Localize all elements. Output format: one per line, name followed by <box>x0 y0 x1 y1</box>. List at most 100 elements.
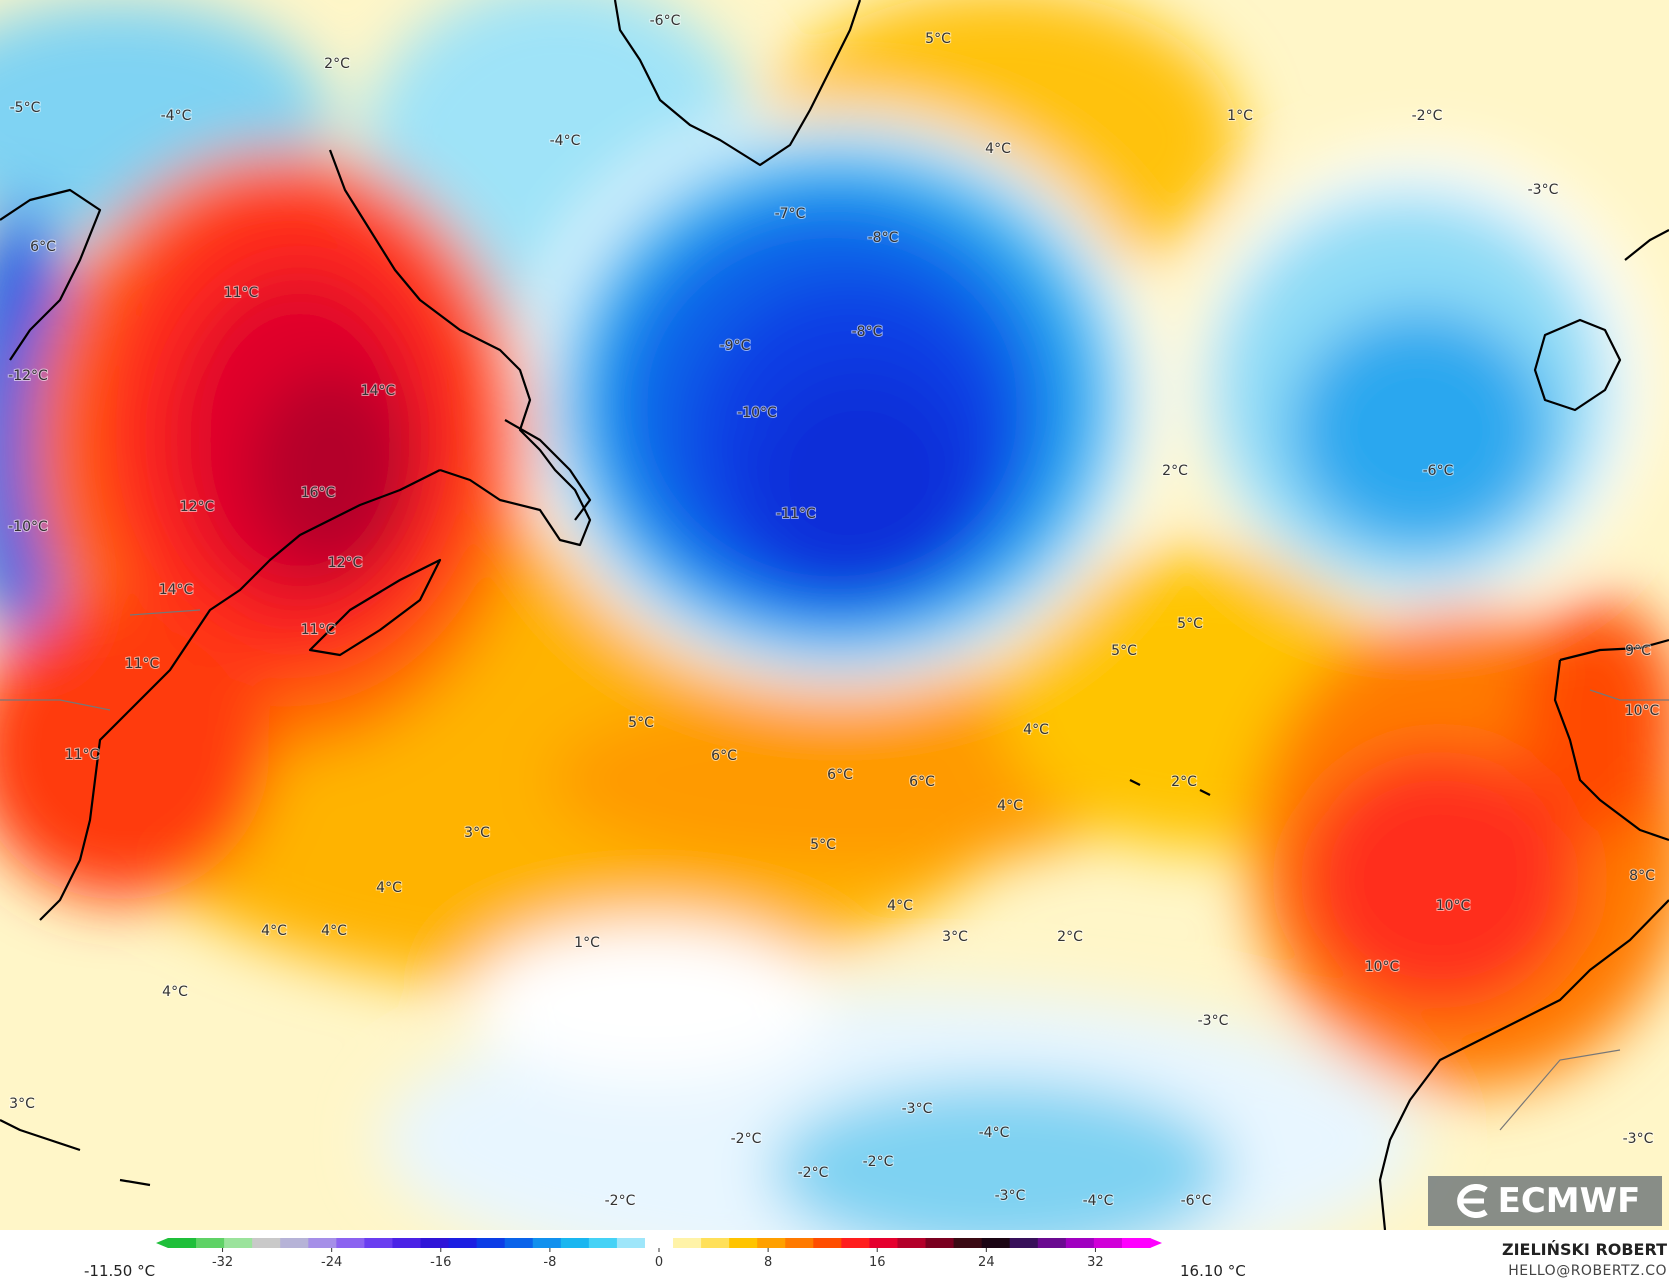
colorbar-cell <box>476 1238 506 1248</box>
colorbar-cell <box>616 1238 646 1248</box>
country-borders <box>0 609 1669 1131</box>
temperature-label: -4°C <box>979 1125 1010 1141</box>
colorbar-cell <box>308 1238 337 1248</box>
colorbar-cell <box>532 1238 562 1248</box>
temperature-label: 5°C <box>628 715 654 731</box>
temperature-label: -2°C <box>1412 108 1443 124</box>
colorbar-cell <box>336 1238 365 1248</box>
temperature-label: 12°C <box>328 555 363 571</box>
temperature-label: -3°C <box>995 1188 1026 1204</box>
colorbar-tick-label: 0 <box>655 1255 663 1270</box>
colorbar-cell <box>757 1238 786 1248</box>
temperature-label: 4°C <box>997 798 1023 814</box>
temperature-label: -6°C <box>650 13 681 29</box>
colorbar-cell <box>504 1238 534 1248</box>
colorbar-max-label: 16.10 °C <box>1180 1262 1246 1280</box>
temperature-label: 2°C <box>1057 929 1083 945</box>
temperature-label: 1°C <box>574 935 600 951</box>
colorbar-cell <box>588 1238 618 1248</box>
temperature-label: -10°C <box>8 519 48 535</box>
temperature-label: 11°C <box>65 747 100 763</box>
temperature-label: 4°C <box>162 984 188 1000</box>
colorbar-cell <box>364 1238 394 1248</box>
temperature-label: 6°C <box>909 774 935 790</box>
colorbar-cell <box>392 1238 422 1248</box>
colorbar-cell <box>1093 1238 1123 1248</box>
temperature-label: 3°C <box>942 929 968 945</box>
colorbar-cell <box>1121 1238 1151 1248</box>
temperature-label: -6°C <box>1423 463 1454 479</box>
temperature-label: -3°C <box>1623 1131 1654 1147</box>
temperature-label: -3°C <box>1198 1013 1229 1029</box>
colorbar-cell <box>673 1238 702 1248</box>
temperature-label: 2°C <box>1162 463 1188 479</box>
temperature-label: 4°C <box>985 141 1011 157</box>
temperature-label: 11°C <box>125 656 160 672</box>
temperature-label: 9°C <box>1625 643 1651 659</box>
temperature-label: 5°C <box>1177 616 1203 632</box>
temperature-label: -2°C <box>863 1154 894 1170</box>
colorbar-cell <box>420 1238 450 1248</box>
colorbar-cell <box>644 1238 674 1248</box>
colorbar-cell <box>168 1238 197 1248</box>
temperature-label: 14°C <box>361 383 396 399</box>
temperature-label: 4°C <box>887 898 913 914</box>
colorbar-cell <box>813 1238 842 1248</box>
temperature-label: 10°C <box>1625 703 1660 719</box>
temperature-label: 11°C <box>301 622 336 638</box>
temperature-label: -12°C <box>8 368 48 384</box>
colorbar-legend: -11.50 °C -32 -24 -16 -8 0 8 16 24 32 16.10 °C Z… <box>0 1230 1669 1287</box>
colorbar-cell <box>224 1238 253 1248</box>
colorbar: -32 -24 -16 -8 0 8 16 24 32 <box>156 1238 1162 1270</box>
temperature-label: 11°C <box>224 285 259 301</box>
temperature-label: -3°C <box>902 1101 933 1117</box>
colorbar-cell <box>1009 1238 1039 1248</box>
temperature-label: 3°C <box>9 1096 35 1112</box>
temperature-label: -5°C <box>10 100 41 116</box>
colorbar-tick-label: -16 <box>430 1255 451 1270</box>
colorbar-tick-label: 8 <box>764 1255 772 1270</box>
temperature-label: 3°C <box>464 825 490 841</box>
temperature-label: 6°C <box>827 767 853 783</box>
temperature-label: 2°C <box>1171 774 1197 790</box>
colorbar-cell <box>701 1238 730 1248</box>
temperature-label: 12°C <box>180 499 215 515</box>
colorbar-cell <box>897 1238 927 1248</box>
temperature-label: 4°C <box>1023 722 1049 738</box>
colorbar-cell <box>981 1238 1011 1248</box>
colorbar-tick-label: 16 <box>869 1255 886 1270</box>
temperature-label: -2°C <box>605 1193 636 1209</box>
temperature-label: -8°C <box>868 230 899 246</box>
author-email: HELLO@ROBERTZ.CO <box>1508 1263 1667 1279</box>
colorbar-cell <box>953 1238 983 1248</box>
colorbar-cell <box>1037 1238 1067 1248</box>
temperature-label: -2°C <box>731 1131 762 1147</box>
temperature-label: -4°C <box>161 108 192 124</box>
temperature-label: -4°C <box>1083 1193 1114 1209</box>
temperature-label: 16°C <box>301 485 336 501</box>
ecmwf-logo-icon <box>1456 1184 1488 1218</box>
colorbar-cell <box>925 1238 955 1248</box>
temperature-anomaly-map: -6°C 5°C 2°C -5°C -4°C 1°C -2°C -4°C 4°C -3°C -7°C… <box>0 0 1669 1230</box>
colorbar-max-arrow <box>1150 1238 1162 1248</box>
temperature-label: 1°C <box>1227 108 1253 124</box>
temperature-label: -11°C <box>776 506 816 522</box>
colorbar-cell <box>280 1238 309 1248</box>
colorbar-cell <box>560 1238 590 1248</box>
colorbar-min-label: -11.50 °C <box>84 1262 156 1280</box>
temperature-labels: -6°C 5°C 2°C -5°C -4°C 1°C -2°C -4°C 4°C -3°C -7°C… <box>7 12 1660 1210</box>
colorbar-cell <box>196 1238 225 1248</box>
colorbar-tick-label: -32 <box>212 1255 233 1270</box>
colorbar-tick-label: 24 <box>978 1255 995 1270</box>
temperature-label: 10°C <box>1365 959 1400 975</box>
temperature-label: 5°C <box>1111 643 1137 659</box>
temperature-label: -6°C <box>1181 1193 1212 1209</box>
temperature-label: -3°C <box>1528 182 1559 198</box>
temperature-label: 2°C <box>324 56 350 72</box>
ecmwf-logo: ECMWF <box>1428 1176 1662 1226</box>
temperature-label: 5°C <box>810 837 836 853</box>
colorbar-cell <box>448 1238 478 1248</box>
temperature-label: -4°C <box>550 133 581 149</box>
temperature-field <box>0 0 1669 1230</box>
temperature-label: 4°C <box>376 880 402 896</box>
